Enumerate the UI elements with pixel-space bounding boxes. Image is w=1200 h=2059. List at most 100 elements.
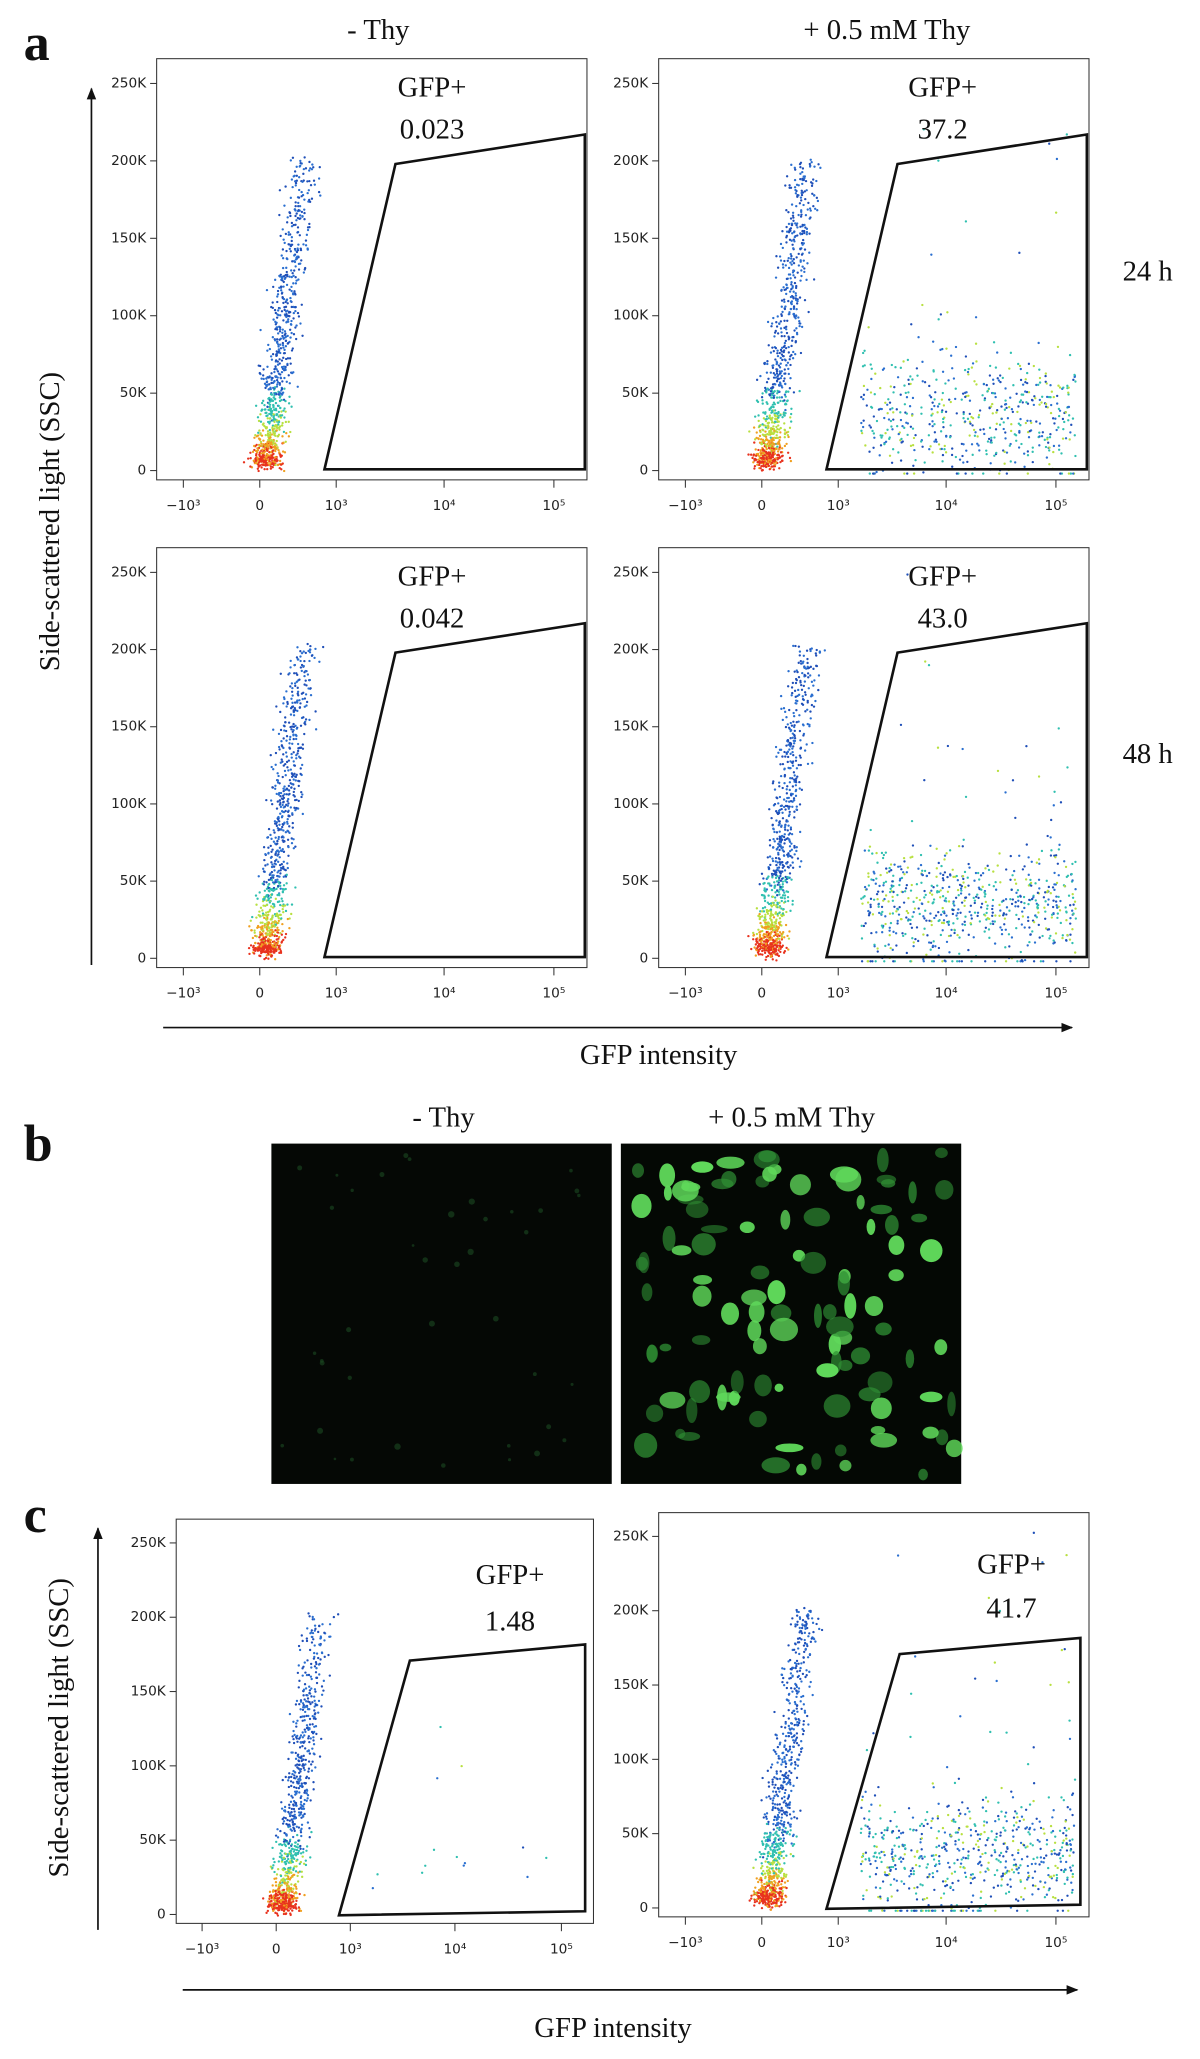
event-dot [801, 229, 804, 233]
event-dot [911, 378, 914, 381]
cell [346, 1327, 352, 1333]
event-dot [875, 470, 878, 474]
event-dot [771, 951, 775, 954]
event-dot [799, 196, 803, 199]
event-dot [765, 415, 769, 418]
event-dot [779, 242, 783, 246]
event-dot [954, 896, 958, 899]
event-dot [783, 307, 787, 311]
event-dot [794, 168, 797, 171]
event-dot [295, 219, 298, 222]
event-dot [1052, 899, 1055, 902]
event-dot [776, 427, 779, 431]
event-dot [283, 330, 287, 333]
event-dot [792, 753, 795, 757]
event-dot [776, 436, 779, 440]
event-dot [799, 681, 802, 684]
event-dot [983, 398, 986, 402]
event-dot [888, 454, 892, 457]
event-dot [303, 268, 306, 271]
event-dot [800, 193, 804, 197]
event-dot [284, 310, 288, 313]
event-dot [799, 259, 802, 262]
event-dot [1016, 895, 1020, 898]
event-dot [284, 185, 287, 188]
event-dot [274, 392, 277, 395]
event-dot [275, 934, 279, 938]
event-dot [782, 298, 786, 301]
event-dot [298, 165, 301, 168]
event-dot [303, 156, 306, 159]
event-dot [920, 412, 923, 415]
y-tick-label: 200K [613, 153, 649, 169]
cell [691, 1233, 716, 1256]
event-dot [297, 262, 301, 266]
event-dot [866, 960, 870, 963]
event-dot [281, 331, 284, 334]
event-dot [257, 913, 260, 917]
event-dot [816, 209, 819, 212]
event-dot [284, 716, 287, 719]
event-dot [270, 381, 273, 385]
event-dot [994, 395, 997, 399]
event-dot [1010, 423, 1013, 426]
event-dot [1021, 915, 1025, 918]
gate-label: GFP+ [398, 560, 467, 592]
cell [850, 1347, 871, 1365]
event-dot [274, 863, 278, 866]
event-dot [267, 438, 270, 442]
y-tick-label: 0 [640, 463, 649, 479]
event-dot [1057, 895, 1060, 899]
event-dot [793, 281, 797, 285]
event-dot [308, 678, 312, 682]
event-dot [284, 410, 287, 413]
event-dot [795, 805, 798, 808]
event-dot [267, 957, 270, 960]
event-dot [776, 375, 779, 378]
event-dot [274, 339, 277, 342]
event-dot [781, 246, 784, 250]
event-dot [273, 386, 277, 389]
event-dot [300, 791, 303, 794]
event-dot [278, 910, 281, 913]
event-dot [291, 701, 294, 705]
event-dot [786, 796, 789, 800]
event-dot [283, 204, 286, 207]
event-dot [905, 916, 908, 919]
event-dot [318, 660, 321, 663]
event-dot [790, 353, 793, 357]
event-dot [755, 932, 759, 936]
event-dot [1030, 884, 1033, 887]
event-dot [308, 659, 311, 663]
event-dot [891, 428, 894, 431]
event-dot [860, 395, 863, 399]
event-dot [257, 419, 261, 423]
event-dot [767, 422, 770, 425]
event-dot [1040, 849, 1044, 853]
event-dot [765, 910, 769, 914]
event-dot [929, 844, 932, 847]
event-dot [262, 399, 265, 403]
event-dot [942, 404, 946, 407]
event-dot [269, 433, 272, 436]
event-dot [783, 768, 786, 771]
event-dot [978, 409, 982, 412]
event-dot [971, 472, 974, 475]
event-dot [1038, 431, 1041, 434]
event-dot [1020, 900, 1023, 904]
event-dot [1046, 834, 1049, 838]
event-dot [774, 927, 777, 930]
event-dot [1014, 882, 1018, 885]
event-dot [285, 380, 288, 383]
event-dot [1044, 372, 1048, 375]
cell [945, 1439, 963, 1458]
event-dot [895, 408, 898, 411]
event-dot [279, 314, 282, 317]
event-dot [791, 903, 794, 906]
event-dot [792, 714, 796, 718]
x-tick-label: 0 [255, 498, 264, 514]
event-dot [270, 923, 273, 927]
cell [908, 1181, 917, 1204]
event-dot [1045, 395, 1049, 399]
event-dot [756, 951, 760, 954]
